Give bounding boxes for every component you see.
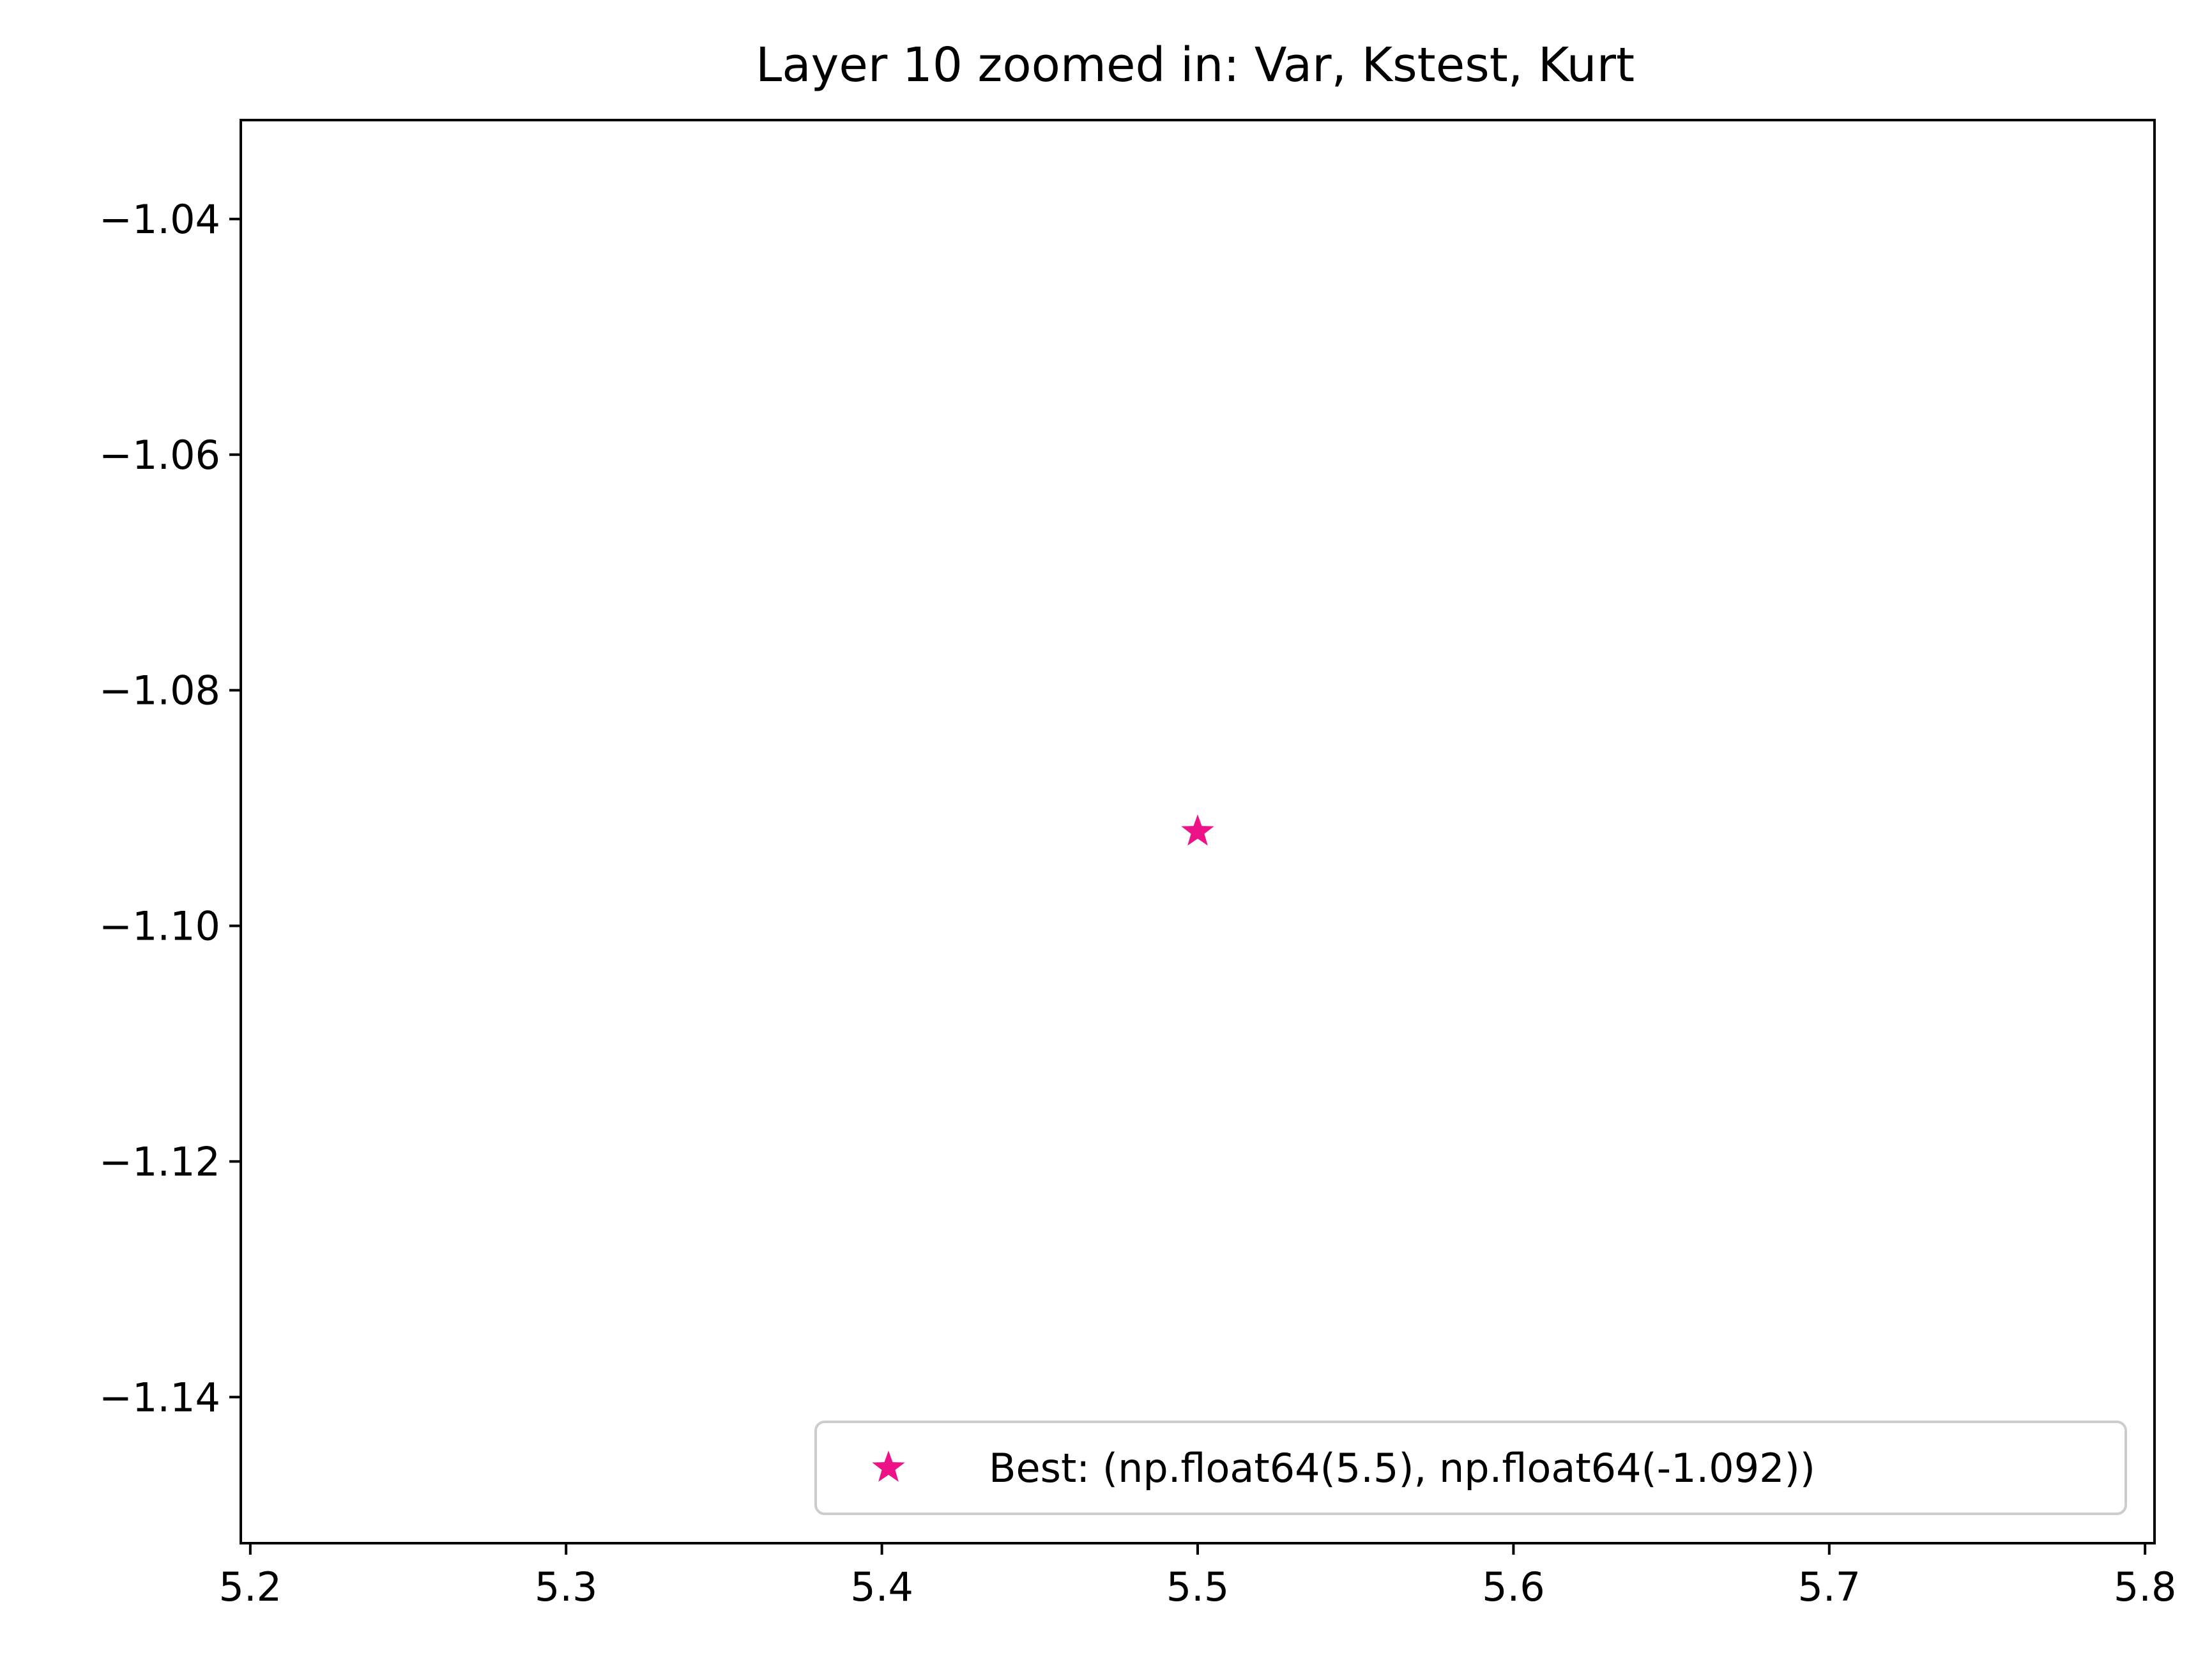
x-axis: 5.2 5.3 5.4 5.5 5.6 5.7 5.8 (219, 1543, 2177, 1610)
chart-title: Layer 10 zoomed in: Var, Kstest, Kurt (756, 38, 1635, 93)
y-axis: −1.04 −1.06 −1.08 −1.10 −1.12 −1.14 (99, 196, 241, 1421)
x-tick-label: 5.4 (850, 1564, 913, 1610)
legend-box (814, 1421, 2127, 1515)
data-points (1181, 814, 1214, 846)
y-tick-label: −1.10 (99, 903, 220, 950)
x-tick-label: 5.6 (1482, 1564, 1545, 1610)
y-tick-label: −1.12 (99, 1138, 220, 1185)
x-tick-label: 5.3 (535, 1564, 598, 1610)
x-tick-label: 5.8 (2114, 1564, 2177, 1610)
legend: Best: (np.float64(5.5), np.float64(-1.09… (814, 1421, 2127, 1515)
x-tick-label: 5.5 (1166, 1564, 1230, 1610)
y-tick-label: −1.06 (99, 432, 220, 478)
y-tick-label: −1.08 (99, 667, 220, 714)
x-tick-label: 5.7 (1797, 1564, 1861, 1610)
data-point-star (1181, 814, 1214, 846)
legend-star-marker (872, 1451, 905, 1482)
y-tick-label: −1.14 (99, 1374, 220, 1421)
x-tick-label: 5.2 (219, 1564, 282, 1610)
y-tick-label: −1.04 (99, 196, 220, 243)
legend-label: Best: (np.float64(5.5), np.float64(-1.09… (989, 1445, 1815, 1491)
